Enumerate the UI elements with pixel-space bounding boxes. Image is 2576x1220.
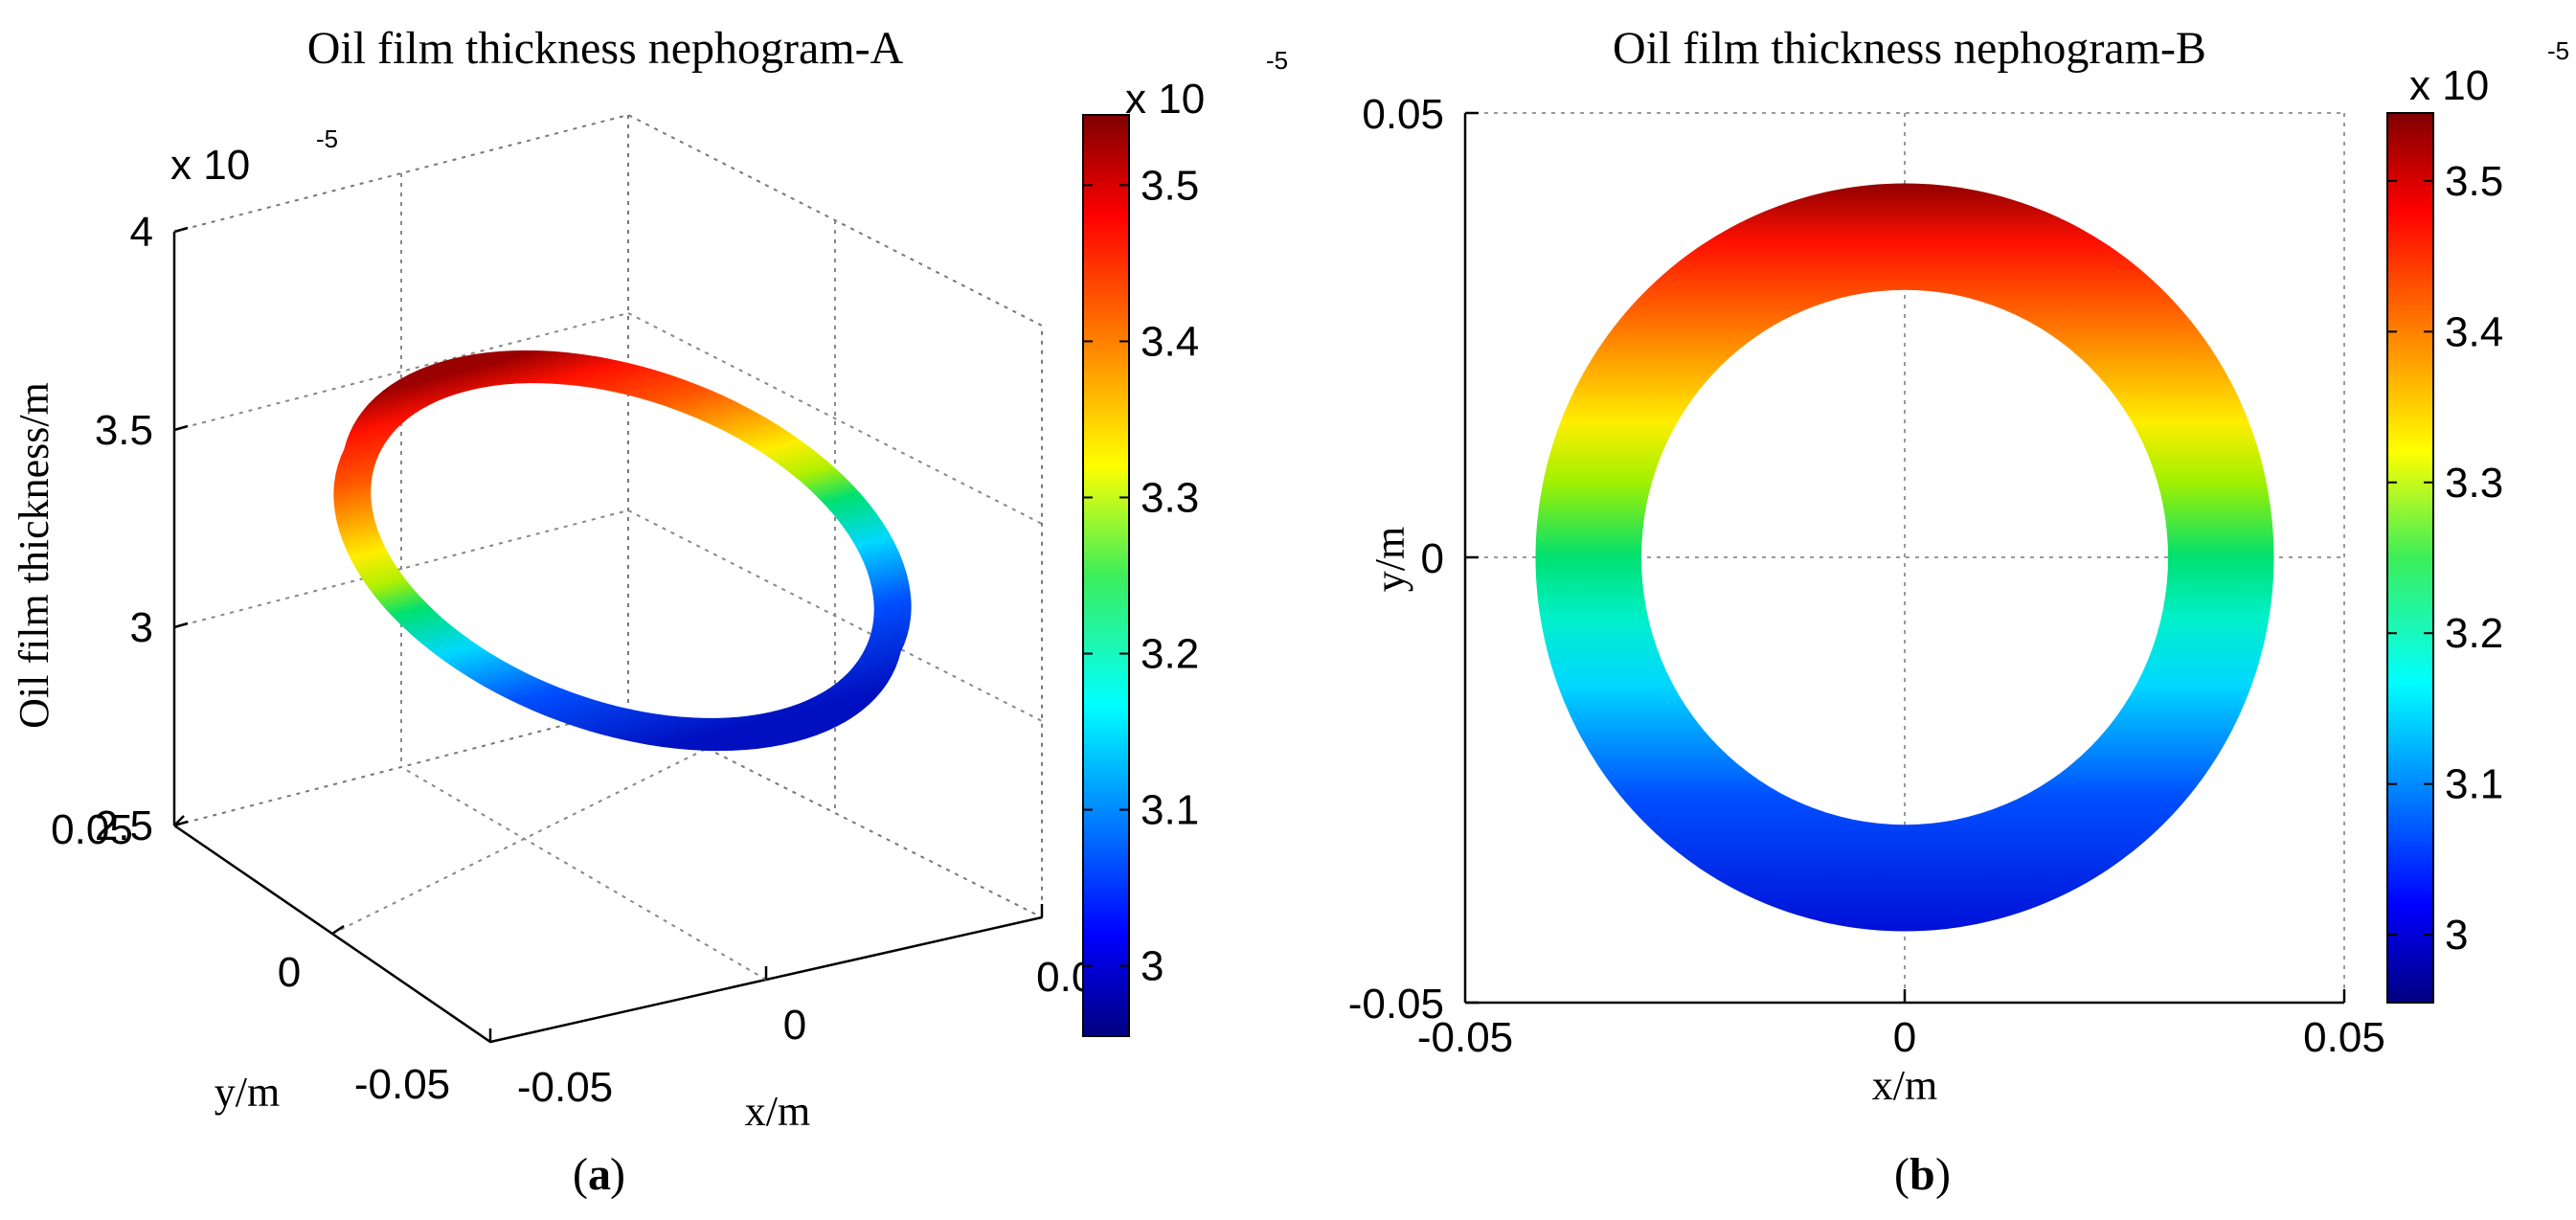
chart-b-y-label: y/m [1367,527,1413,592]
chart-a-colorbar [1082,114,1130,1037]
chart-a-colorbar-ticks: 3 3.1 3.2 3.3 3.4 3.5 [1083,162,1199,990]
colorbar-tick-label: 3.2 [2445,610,2503,657]
chart-a-x-ticks: -0.05 0 0.05 [517,954,1119,1111]
colorbar-tick-label: 3 [1141,943,1164,990]
chart-b-caption: ( b ) [1894,1149,1951,1200]
chart-a-y-label: y/m [215,1069,280,1116]
chart-a-x-label: x/m [745,1088,810,1135]
chart-a-grid [173,173,1043,981]
chart-b-x-ticks: -0.05 0 0.05 [1417,1014,2385,1061]
chart-a-y-tick-label: -0.05 [354,1061,450,1108]
chart-b-x-tick-label: 0.05 [2303,1014,2385,1061]
panel-b: Oil film thickness nephogram-B 0.05 0 -0… [1348,23,2569,1200]
chart-a-caption: ( a ) [573,1149,625,1200]
chart-b-colorbar-ticks: 3 3.1 3.2 3.3 3.4 3.5 [2387,158,2503,959]
chart-a-axes-box [172,113,1044,1044]
colorbar-tick-label: 3 [2445,912,2468,959]
chart-a-x-tick-label: -0.05 [517,1064,613,1111]
colorbar-tick-label: 3.5 [2445,158,2503,205]
chart-b-colorbar-exponent-power: -5 [2547,36,2569,65]
colorbar-tick-label: 3.1 [2445,761,2503,808]
chart-b-y-ticks: 0.05 0 -0.05 [1348,91,1444,1028]
svg-text:): ) [1935,1149,1951,1200]
chart-b-y-tick-label: 0 [1421,535,1444,582]
chart-a-x-tick-label: 0 [783,1002,806,1049]
panel-a: Oil film thickness nephogram-A [11,23,1288,1200]
chart-a-colorbar-exponent: x 10 [1125,76,1205,123]
chart-b-y-tick-label: -0.05 [1348,981,1444,1028]
chart-a-z-exponent: x 10 [170,142,250,189]
colorbar-tick-label: 3.5 [1141,162,1199,209]
chart-a-z-label: Oil film thickness/m [11,382,57,729]
chart-b-axes [1463,111,2346,1005]
chart-a-y-tick-label: 0.05 [51,806,133,853]
chart-a-floor-front [173,824,1043,1044]
colorbar-tick-label: 3.3 [1141,474,1199,521]
chart-a-ring-surface [333,350,912,752]
chart-a-colorbar-exponent-power: -5 [1266,46,1288,75]
chart-b-colorbar [2386,112,2434,1004]
colorbar-tick-label: 3.2 [1141,631,1199,678]
chart-a-tick-marks [173,226,1044,1042]
colorbar-tick-label: 3.1 [1141,787,1199,834]
chart-a-y-ticks: 0.05 0 -0.05 [51,806,450,1108]
chart-b-x-tick-label: 0 [1893,1014,1916,1061]
chart-a-z-exponent-power: -5 [316,124,338,153]
chart-a-z-ticks: 4 3.5 3 2.5 [95,209,153,849]
chart-a-y-tick-label: 0 [278,949,301,996]
chart-a-z-tick-label: 4 [130,209,153,256]
chart-a-z-tick-label: 2.5 [95,802,153,849]
colorbar-tick-label: 3.4 [1141,318,1199,365]
svg-text:(: ( [573,1149,588,1200]
svg-text:(: ( [1894,1149,1909,1200]
chart-a-title: Oil film thickness nephogram-A [307,23,904,74]
chart-a-caption-letter: a [588,1149,611,1200]
chart-a-z-tick-label: 3.5 [95,407,153,454]
chart-b-y-tick-label: 0.05 [1362,91,1444,138]
chart-b-x-tick-label: -0.05 [1417,1014,1513,1061]
colorbar-tick-label: 3.4 [2445,308,2503,355]
chart-b-title: Oil film thickness nephogram-B [1613,23,2206,74]
chart-a-z-tick-label: 3 [130,604,153,651]
chart-b-x-label: x/m [1872,1062,1937,1109]
chart-b-caption-letter: b [1909,1149,1935,1200]
chart-b-colorbar-exponent: x 10 [2409,62,2489,109]
colorbar-tick-label: 3.3 [2445,460,2503,507]
svg-text:): ) [610,1149,625,1200]
